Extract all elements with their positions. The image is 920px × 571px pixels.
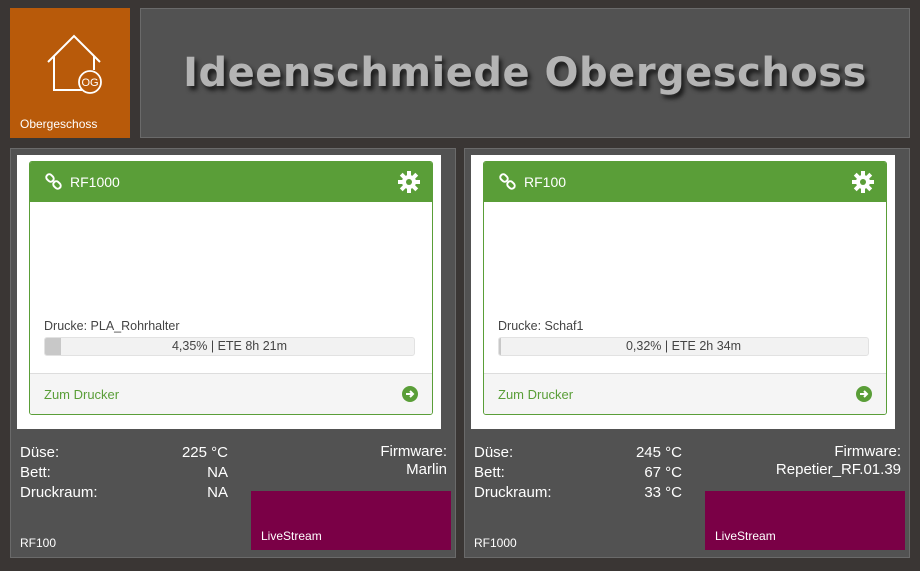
progress-fill <box>45 338 62 355</box>
printer-card-header: RF1000 <box>30 162 432 202</box>
open-printer-link[interactable]: Zum Drucker <box>44 386 120 402</box>
panel-label: RF100 <box>20 536 57 550</box>
page-title: Ideenschmiede Obergeschoss <box>183 50 867 96</box>
printer-card: RF1000 Drucke: PLA_Rohrhalter <box>29 161 433 415</box>
panel-label: RF1000 <box>474 536 517 550</box>
progress-text: 0,32% | ETE 2h 34m <box>625 339 742 353</box>
stat-value: 225 °C <box>181 444 228 461</box>
livestream-tile[interactable]: LiveStream <box>705 491 905 550</box>
stat-key: Druckraum: <box>20 484 98 501</box>
gear-icon[interactable] <box>852 171 874 193</box>
livestream-tile[interactable]: LiveStream <box>251 491 451 550</box>
gear-icon[interactable] <box>398 171 420 193</box>
print-job-label: Drucke: Schaf1 <box>498 319 584 333</box>
printer-card-body: Drucke: Schaf1 0,32% | ETE 2h 34m <box>484 202 886 372</box>
stat-key: Druckraum: <box>474 484 552 501</box>
title-panel: Ideenschmiede Obergeschoss <box>140 8 910 138</box>
printer-card-body: Drucke: PLA_Rohrhalter 4,35% | ETE 8h 21… <box>30 202 432 372</box>
firmware-value: Repetier_RF.01.39 <box>775 461 901 478</box>
printer-stats: Düse: 245 °C Bett: 67 °C Druckraum: 33 °C <box>474 443 682 503</box>
link-icon <box>45 173 62 190</box>
arrow-circle-right-icon[interactable] <box>402 386 418 402</box>
livestream-label: LiveStream <box>261 529 322 543</box>
print-progress-bar: 4,35% | ETE 8h 21m <box>44 337 415 356</box>
printer-card-wrap: RF100 Drucke: Schaf1 <box>471 155 895 429</box>
printer-card-header: RF100 <box>484 162 886 202</box>
stat-value: 67 °C <box>644 464 682 481</box>
firmware-info: Firmware: Repetier_RF.01.39 <box>776 443 901 479</box>
stat-key: Bett: <box>20 464 51 481</box>
printer-card-wrap: RF1000 Drucke: PLA_Rohrhalter <box>17 155 441 429</box>
printer-card: RF100 Drucke: Schaf1 <box>483 161 887 415</box>
livestream-label: LiveStream <box>715 529 776 543</box>
link-icon <box>499 173 516 190</box>
home-tile-label: Obergeschoss <box>20 117 98 131</box>
home-tile-obergeschoss[interactable]: OG Obergeschoss <box>10 8 130 138</box>
firmware-label: Firmware: <box>834 443 901 460</box>
stat-value: 245 °C <box>635 444 682 461</box>
printer-card-footer[interactable]: Zum Drucker <box>30 373 432 414</box>
print-job-label: Drucke: PLA_Rohrhalter <box>44 319 180 333</box>
print-progress-bar: 0,32% | ETE 2h 34m <box>498 337 869 356</box>
house-badge: OG <box>81 77 98 89</box>
open-printer-link[interactable]: Zum Drucker <box>498 386 574 402</box>
stat-key: Düse: <box>474 444 514 461</box>
progress-fill <box>499 338 501 355</box>
printer-panel: RF1000 Drucke: PLA_Rohrhalter <box>10 148 456 558</box>
house-icon: OG <box>47 34 102 94</box>
printer-name: RF100 <box>524 174 567 190</box>
stat-key: Bett: <box>474 464 505 481</box>
stat-key: Düse: <box>20 444 60 461</box>
firmware-value: Marlin <box>406 461 447 478</box>
stat-value: NA <box>207 464 228 481</box>
arrow-circle-right-icon[interactable] <box>856 386 872 402</box>
progress-text: 4,35% | ETE 8h 21m <box>171 339 288 353</box>
printer-stats: Düse: 225 °C Bett: NA Druckraum: NA <box>20 443 228 503</box>
stat-value: NA <box>207 484 228 501</box>
printer-panel: RF100 Drucke: Schaf1 <box>464 148 910 558</box>
firmware-label: Firmware: <box>380 443 447 460</box>
stat-value: 33 °C <box>644 484 682 501</box>
printer-name: RF1000 <box>70 174 120 190</box>
printer-card-footer[interactable]: Zum Drucker <box>484 373 886 414</box>
firmware-info: Firmware: Marlin <box>380 443 447 479</box>
